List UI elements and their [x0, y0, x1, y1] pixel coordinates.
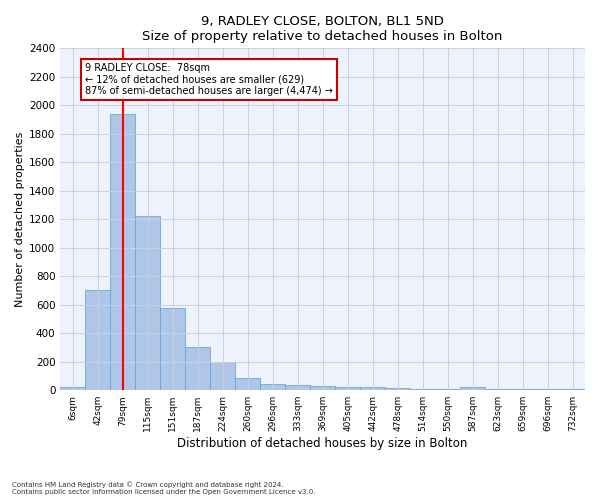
Text: Contains HM Land Registry data © Crown copyright and database right 2024.
Contai: Contains HM Land Registry data © Crown c… — [12, 482, 316, 495]
Title: 9, RADLEY CLOSE, BOLTON, BL1 5ND
Size of property relative to detached houses in: 9, RADLEY CLOSE, BOLTON, BL1 5ND Size of… — [142, 15, 503, 43]
Y-axis label: Number of detached properties: Number of detached properties — [15, 132, 25, 307]
Bar — [110, 114, 135, 390]
Bar — [285, 385, 310, 390]
Bar — [60, 388, 85, 390]
Bar — [185, 347, 210, 390]
Text: 9 RADLEY CLOSE:  78sqm
← 12% of detached houses are smaller (629)
87% of semi-de: 9 RADLEY CLOSE: 78sqm ← 12% of detached … — [85, 62, 333, 96]
Bar — [85, 290, 110, 390]
Bar — [335, 386, 360, 390]
Bar — [260, 384, 285, 390]
Bar — [160, 308, 185, 390]
Bar — [135, 216, 160, 390]
Bar — [460, 388, 485, 390]
Bar — [210, 362, 235, 390]
Bar — [385, 388, 410, 390]
Bar — [310, 386, 335, 390]
X-axis label: Distribution of detached houses by size in Bolton: Distribution of detached houses by size … — [178, 437, 468, 450]
Bar — [235, 378, 260, 390]
Bar — [360, 388, 385, 390]
